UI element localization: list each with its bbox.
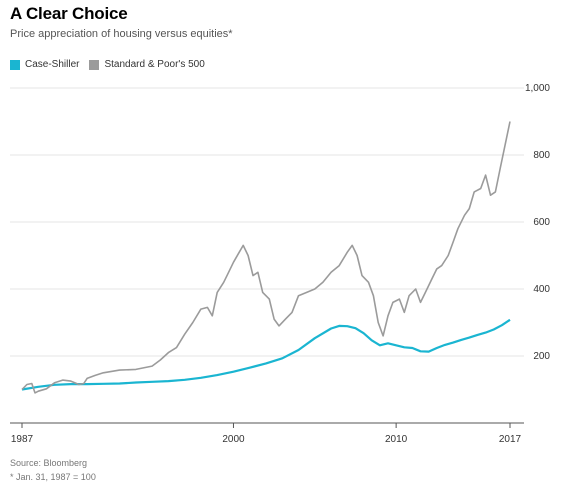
chart-source: Source: Bloomberg <box>10 458 88 468</box>
legend-label-case-shiller: Case-Shiller <box>25 59 80 70</box>
y-tick-label-800: 800 <box>533 150 550 161</box>
chart-footnote: * Jan. 31, 1987 = 100 <box>10 472 96 482</box>
x-tick-label-1987: 1987 <box>11 434 34 445</box>
series-line-sp500 <box>21 121 511 394</box>
x-tick-label-2017: 2017 <box>499 434 522 445</box>
y-tick-label-1000: 1,000 <box>525 83 550 94</box>
x-tick-label-2010: 2010 <box>385 434 408 445</box>
chart-title: A Clear Choice <box>10 4 128 23</box>
y-tick-label-400: 400 <box>533 284 550 295</box>
chart-legend: Case-Shiller Standard & Poor's 500 <box>10 59 215 70</box>
legend-swatch-case-shiller <box>10 59 20 70</box>
legend-label-sp500: Standard & Poor's 500 <box>104 59 205 70</box>
chart-subtitle: Price appreciation of housing versus equ… <box>10 28 233 40</box>
x-tick-label-2000: 2000 <box>222 434 245 445</box>
y-tick-label-200: 200 <box>533 351 550 362</box>
legend-item-case-shiller: Case-Shiller <box>10 59 79 70</box>
legend-item-sp500: Standard & Poor's 500 <box>89 59 205 70</box>
legend-swatch-sp500 <box>89 59 100 70</box>
series-line-case-shiller <box>21 318 511 391</box>
y-tick-label-600: 600 <box>533 217 550 228</box>
